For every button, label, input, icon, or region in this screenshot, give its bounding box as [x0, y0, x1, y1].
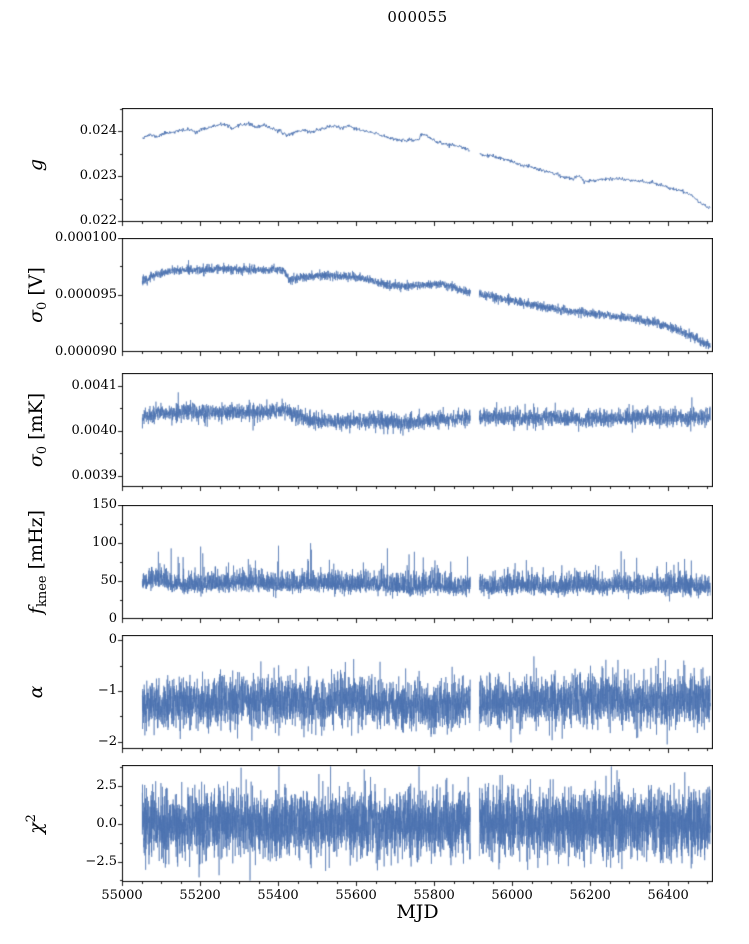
y-axis-label-part: 0: [35, 301, 50, 310]
y-tick-label: 0.0039: [71, 467, 118, 483]
y-axis-label-fknee: fknee [mHz]: [25, 509, 50, 615]
x-tick-label: 55600: [335, 888, 377, 903]
y-axis-label-sigma0-mk: σ0 [mK]: [25, 392, 50, 468]
y-axis-label-alpha: α: [25, 686, 47, 699]
y-tick-label: 0.022: [79, 213, 117, 229]
y-tick-label: −2: [97, 733, 117, 749]
y-axis-label-part: α: [25, 685, 47, 699]
y-tick-label: 0.000100: [54, 230, 117, 245]
panel-plot-sigma0-v: [113, 238, 713, 361]
y-tick-label: 0.0040: [71, 422, 118, 438]
y-tick-label: 50: [100, 573, 117, 588]
y-tick-label: 0.000095: [54, 287, 117, 302]
panel-plot-sigma0-mk: [113, 373, 713, 496]
x-tick-label: 55200: [179, 888, 221, 903]
y-axis-label-g: g: [25, 159, 47, 171]
x-tick-label: 55800: [413, 888, 455, 903]
x-axis-label: MJD: [396, 901, 439, 923]
x-tick-label: 56200: [569, 888, 611, 903]
y-axis-label-part: σ: [25, 454, 47, 468]
y-axis-label-part: [V]: [25, 267, 47, 302]
y-tick-label: 150: [92, 497, 117, 512]
x-tick-label: 56400: [647, 888, 689, 903]
y-tick-label: 2.5: [96, 778, 117, 794]
y-tick-label: −2.5: [85, 853, 117, 869]
y-axis-label-part: g: [25, 158, 47, 172]
y-tick-label: 0.024: [79, 123, 117, 139]
y-axis-label-part: χ: [25, 821, 47, 834]
panel-plot-chi2: [113, 765, 713, 891]
y-axis-label-part: 2: [24, 813, 39, 822]
y-tick-label: 0.023: [79, 168, 117, 184]
panel-plot-g: [113, 108, 713, 231]
y-axis-label-part: 0: [35, 445, 50, 455]
x-tick-label: 56000: [491, 888, 533, 903]
y-tick-label: 0: [108, 632, 117, 648]
figure-title: 000055: [387, 8, 448, 26]
y-axis-label-part: [mK]: [25, 392, 47, 446]
y-tick-label: 100: [92, 535, 117, 550]
y-axis-label-part: f: [25, 607, 47, 615]
x-tick-label: 55000: [101, 888, 143, 903]
y-tick-label: 0.0: [96, 815, 117, 831]
y-tick-label: −1: [97, 682, 117, 698]
y-axis-label-sigma0-v: σ0 [V]: [25, 267, 50, 323]
y-axis-label-part: σ: [25, 309, 47, 323]
y-tick-label: 0: [108, 611, 117, 626]
y-axis-label-chi2: χ2: [24, 813, 47, 834]
y-axis-label-part: [mHz]: [25, 509, 47, 576]
y-axis-label-part: knee: [35, 575, 50, 608]
x-tick-label: 55400: [257, 888, 299, 903]
y-tick-label: 0.000090: [54, 344, 117, 359]
panel-plot-alpha: [113, 635, 713, 758]
panel-plot-fknee: [113, 505, 713, 628]
y-tick-label: 0.0041: [71, 377, 118, 393]
